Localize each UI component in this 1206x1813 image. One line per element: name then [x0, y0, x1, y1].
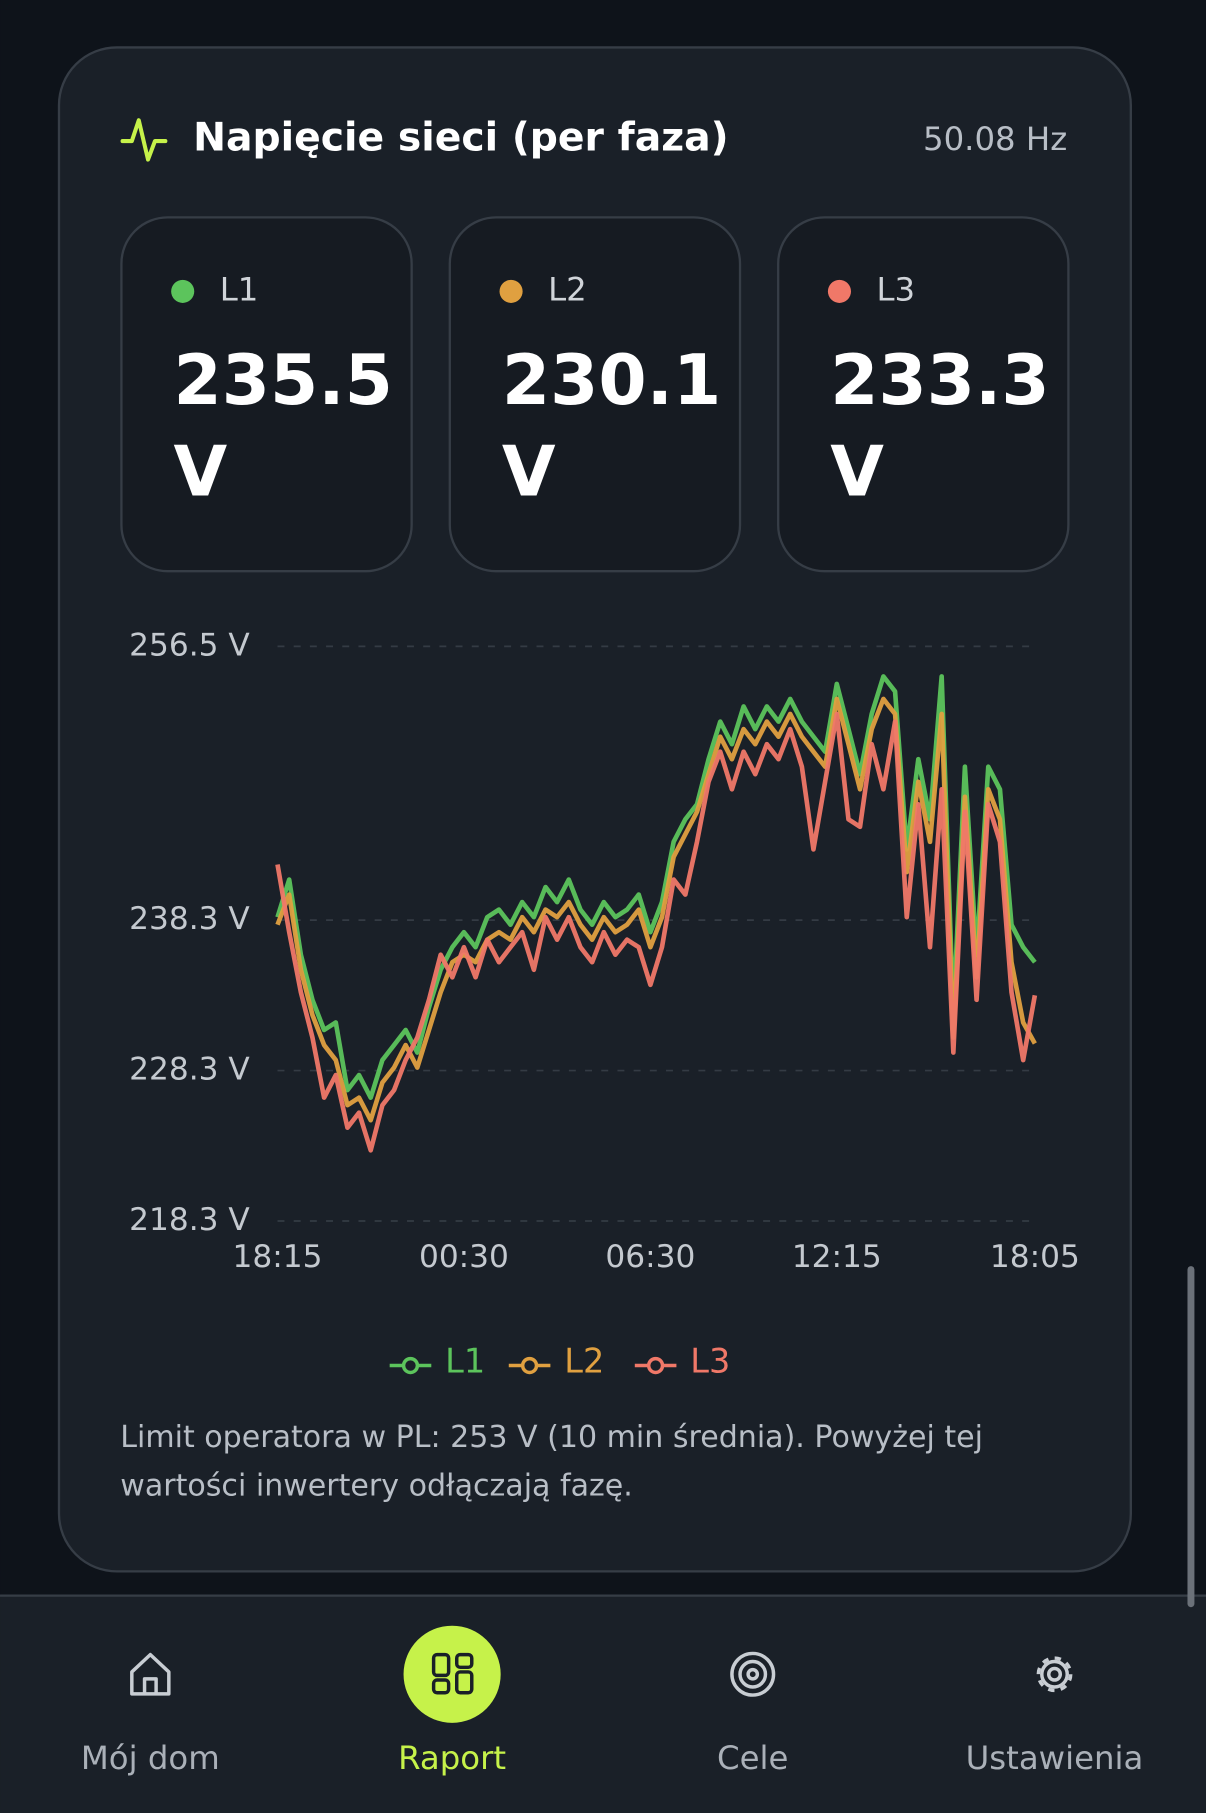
legend-marker — [401, 1356, 420, 1375]
x-tick-label: 18:05 — [990, 1239, 1080, 1275]
card-title: Napięcie sieci (per faza) — [193, 115, 728, 160]
note-text: wartości inwertery odłączają fazę. — [120, 1468, 633, 1503]
phase-dot — [171, 279, 195, 303]
y-tick-label: 228.3 V — [129, 1052, 250, 1088]
series-line — [275, 711, 1038, 1153]
phase-value: 230.1 — [502, 341, 721, 421]
scrollbar — [1187, 1266, 1195, 1608]
phase-unit: V — [173, 432, 227, 512]
phase-tile — [777, 216, 1070, 573]
x-tick-label: 00:30 — [419, 1239, 509, 1275]
legend-label: L3 — [690, 1342, 730, 1381]
series-line — [275, 696, 1037, 1123]
phase-name: L1 — [220, 270, 259, 308]
report-icon — [455, 1652, 474, 1670]
phase-name: L2 — [548, 270, 587, 308]
x-tick-label: 12:15 — [792, 1239, 882, 1275]
phase-unit: V — [502, 432, 556, 512]
y-tick-label: 256.5 V — [129, 627, 250, 663]
report-icon — [455, 1670, 474, 1695]
legend-label: L1 — [445, 1342, 485, 1381]
report-icon — [431, 1678, 451, 1695]
nav-label[interactable]: Mój dom — [81, 1739, 220, 1777]
target-icon — [738, 1659, 768, 1689]
nav-label[interactable]: Raport — [398, 1739, 506, 1777]
x-tick-label: 18:15 — [233, 1239, 323, 1275]
phase-tile — [120, 216, 413, 573]
gear-icon — [1036, 1656, 1073, 1693]
phase-value: 233.3 — [830, 341, 1049, 421]
phase-dot — [827, 279, 852, 303]
y-tick-label: 238.3 V — [129, 901, 250, 937]
target-icon — [746, 1667, 760, 1681]
gear-icon — [1040, 1659, 1069, 1689]
pulse-icon — [120, 118, 168, 162]
x-tick-label: 06:30 — [605, 1239, 695, 1275]
phase-dot — [499, 279, 523, 303]
series-line — [275, 674, 1037, 1100]
home-icon — [130, 1652, 171, 1696]
phase-value: 235.5 — [173, 341, 392, 421]
target-icon — [730, 1651, 776, 1697]
legend-label: L2 — [564, 1342, 604, 1381]
note-text: Limit operatora w PL: 253 V (10 min śred… — [120, 1420, 983, 1455]
gear-icon — [1047, 1666, 1063, 1682]
bottom-nav — [0, 1595, 1206, 1813]
phase-name: L3 — [876, 270, 915, 308]
nav-label[interactable]: Cele — [717, 1739, 788, 1777]
frequency: 50.08 Hz — [923, 120, 1067, 158]
legend-marker — [520, 1356, 539, 1375]
report-icon — [431, 1652, 451, 1678]
active-pill — [403, 1625, 501, 1723]
phase-unit: V — [830, 432, 884, 512]
phase-tile — [448, 216, 742, 573]
legend-marker — [646, 1356, 665, 1375]
y-tick-label: 218.3 V — [129, 1202, 250, 1238]
nav-label[interactable]: Ustawienia — [966, 1739, 1144, 1777]
